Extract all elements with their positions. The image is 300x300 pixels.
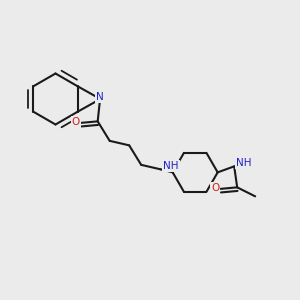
Text: NH: NH bbox=[236, 158, 251, 168]
Text: O: O bbox=[72, 117, 80, 127]
Text: NH: NH bbox=[163, 161, 178, 171]
Text: O: O bbox=[211, 183, 219, 193]
Text: N: N bbox=[96, 92, 104, 102]
